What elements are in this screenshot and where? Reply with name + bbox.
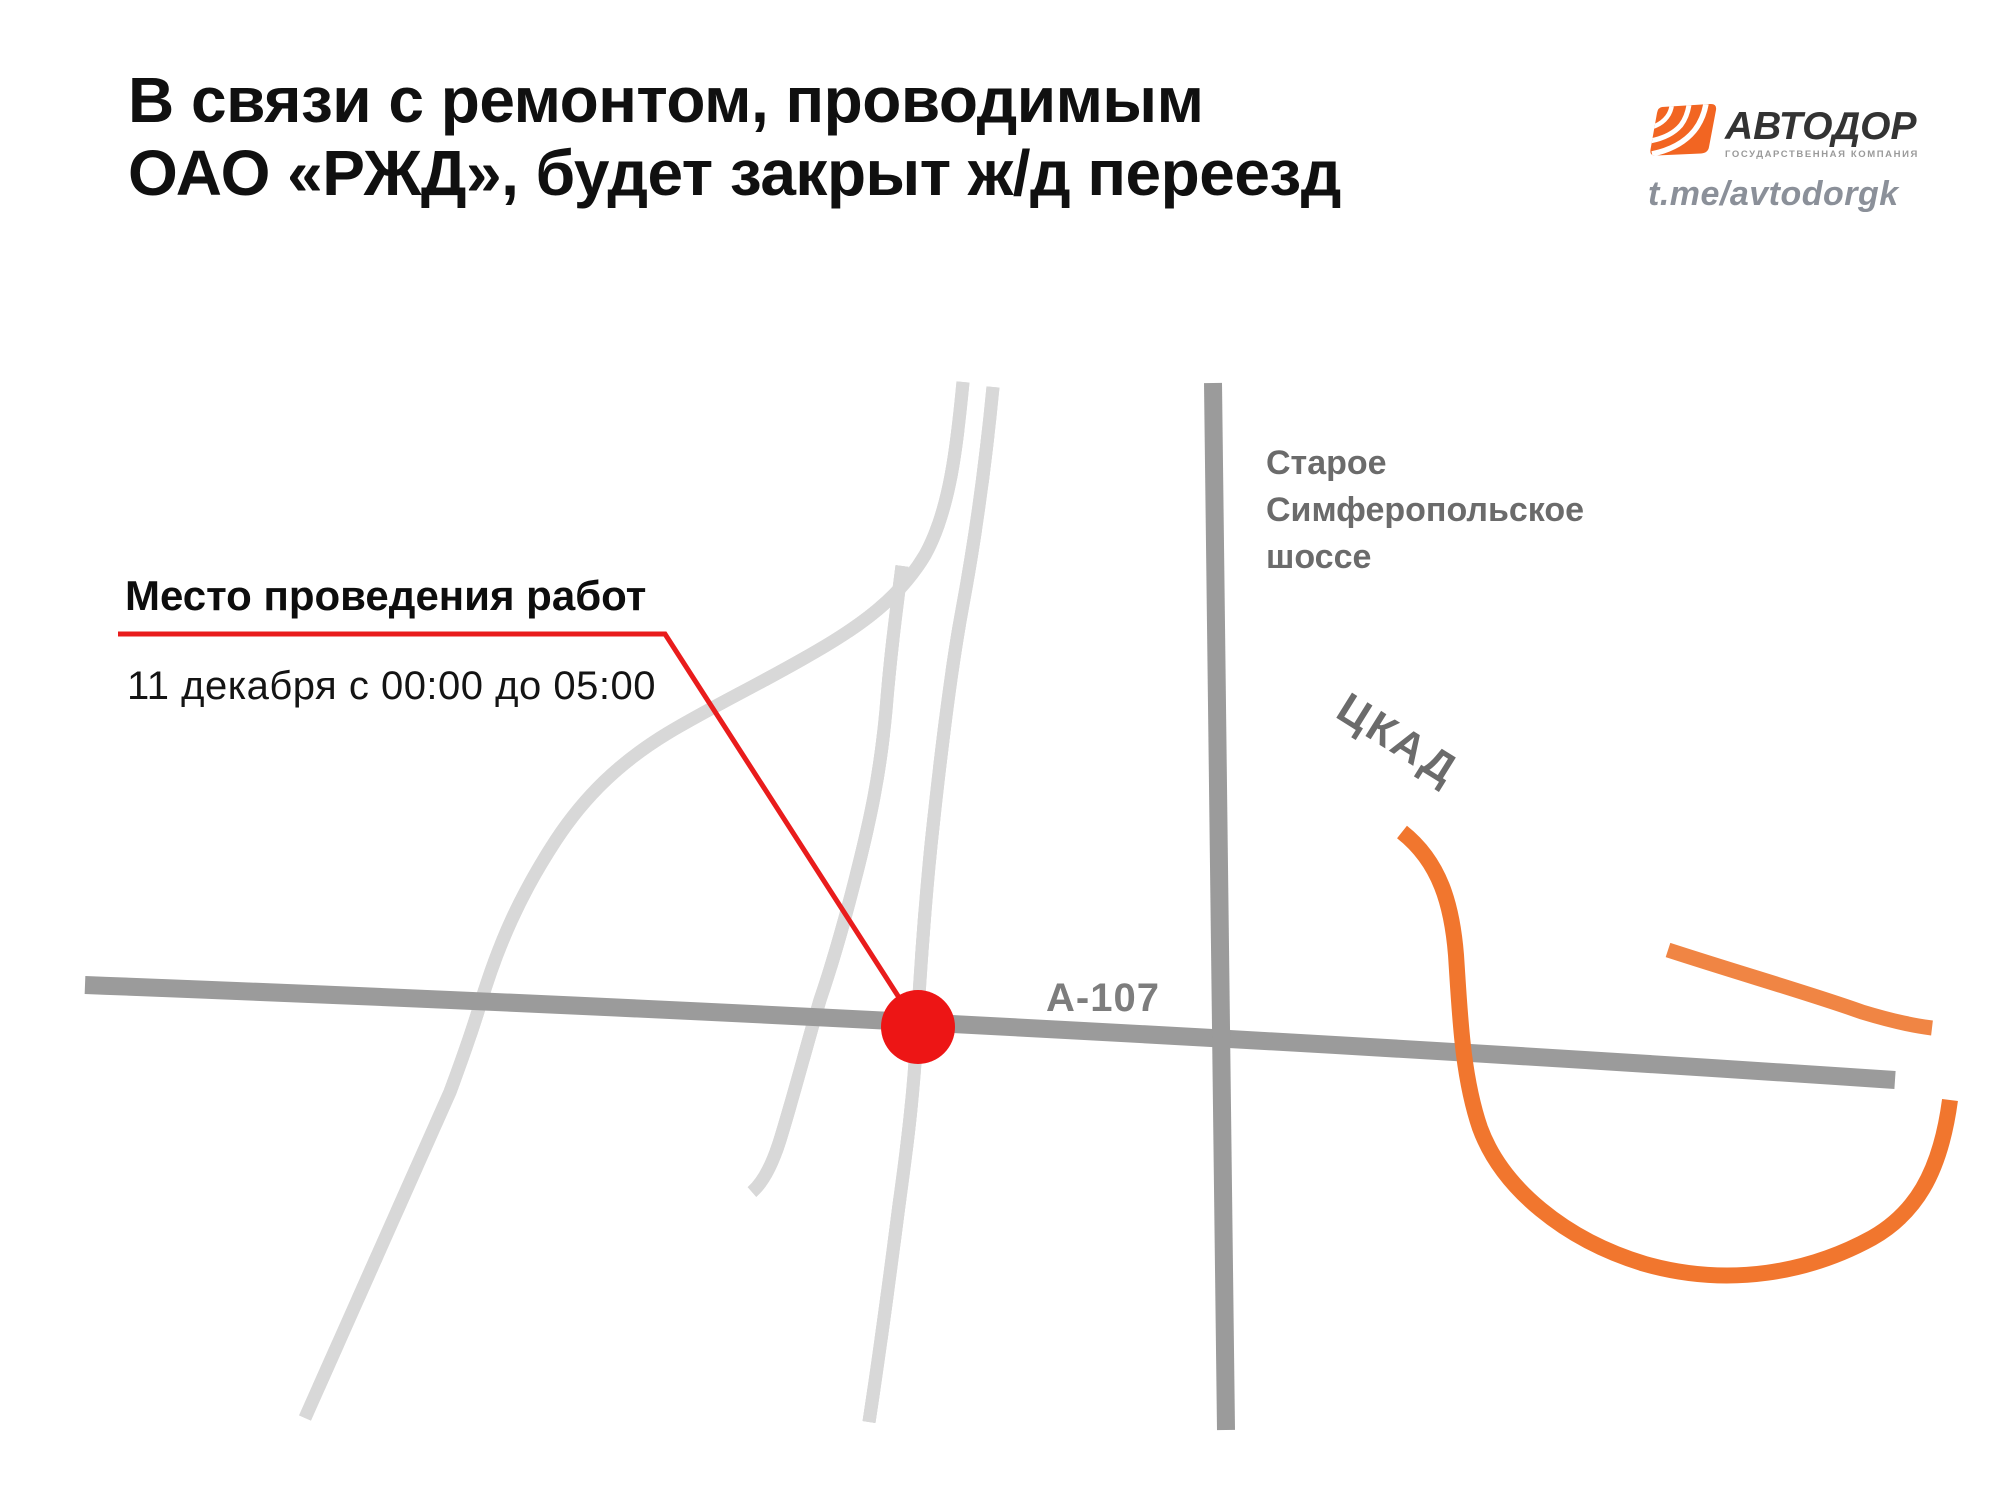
page-title-line2: ОАО «РЖД», будет закрыт ж/д переезд: [128, 137, 1341, 209]
railway-line-middle-branch: [752, 566, 902, 1192]
railway-line-main: [869, 387, 993, 1422]
brand-block: АВТОДОР ГОСУДАРСТВЕННАЯ КОМПАНИЯ t.me/av…: [1648, 102, 1948, 214]
avtodor-logo-tagline: ГОСУДАРСТВЕННАЯ КОМПАНИЯ: [1725, 149, 1919, 160]
ckad-ramps: [1396, 825, 1958, 1284]
road-old-simferopol: [1204, 382, 1235, 1431]
telegram-link[interactable]: t.me/avtodorgk: [1648, 175, 1899, 213]
work-site-marker: [881, 990, 955, 1064]
gray-roads: [84, 382, 1896, 1431]
railway-line-west-branch: [305, 382, 963, 1418]
schedule-label: 11 декабря с 00:00 до 05:00: [127, 664, 656, 708]
ramp-loop: [1396, 825, 1958, 1284]
avtodor-logo-icon: [1648, 102, 1718, 163]
page-title: В связи с ремонтом, проводимым ОАО «РЖД»…: [128, 64, 1688, 210]
road-label-old-simferopol-line3: шоссе: [1266, 538, 1372, 576]
railway-tracks: [305, 382, 993, 1422]
leader-line: [118, 631, 921, 1029]
road-label-old-simferopol-line2: Симферопольское: [1266, 491, 1585, 529]
avtodor-logo-text: АВТОДОР: [1725, 105, 1917, 148]
road-label-a107: А-107: [1046, 976, 1160, 1020]
road-label-old-simferopol-line1: Старое: [1266, 444, 1387, 482]
work-site-label: Место проведения работ: [125, 572, 647, 619]
page-title-line1: В связи с ремонтом, проводимым: [128, 64, 1204, 136]
road-label-old-simferopol: Старое Симферопольское шоссе: [1266, 440, 1584, 581]
ramp-upper: [1665, 942, 1933, 1036]
road-a107: [84, 976, 1896, 1089]
